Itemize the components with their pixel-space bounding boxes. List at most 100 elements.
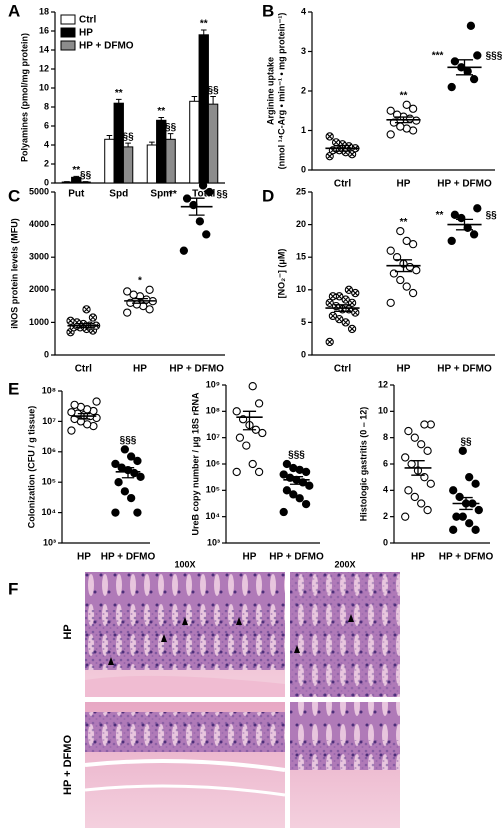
data-point	[386, 298, 395, 307]
significance-label: §§§	[120, 435, 137, 446]
data-point	[248, 459, 257, 469]
data-point	[347, 150, 357, 159]
y-tick-label: 10⁷	[206, 432, 220, 442]
error-bar	[132, 297, 148, 304]
y-tick-label: 25	[296, 186, 306, 196]
data-point	[145, 285, 154, 294]
data-point	[402, 282, 411, 291]
data-point	[282, 486, 292, 495]
x-tick-label: Spm	[150, 189, 172, 200]
y-axis-title: [NO₂⁻] (μM)	[276, 249, 286, 299]
data-point	[76, 402, 86, 412]
x-tick-label: Put	[68, 189, 85, 200]
significance-label: §§§	[486, 50, 503, 61]
data-point	[351, 288, 360, 298]
data-point	[305, 481, 314, 490]
y-tick-label: 10⁸	[206, 406, 220, 416]
data-point	[463, 67, 472, 76]
x-tick-label: Ctrl	[334, 179, 351, 190]
significance-label: **	[400, 217, 408, 228]
y-tick-label: 4	[383, 485, 388, 495]
significance-label: §§§	[288, 450, 305, 461]
y-tick-label: 10	[378, 406, 388, 416]
data-point	[471, 525, 480, 534]
y-axis-title: Histologic gastritis (0 – 12)	[358, 407, 368, 522]
significance-label: **	[157, 106, 165, 117]
significance-label: **	[436, 210, 444, 221]
data-point	[295, 494, 304, 503]
data-point	[136, 472, 145, 481]
data-point	[386, 106, 395, 115]
y-tick-label: 10⁷	[42, 416, 56, 426]
y-axis-title: Arginine uptake	[265, 57, 275, 125]
y-tick-label: 14	[39, 44, 49, 54]
data-point	[129, 290, 138, 299]
data-point	[88, 313, 98, 322]
x-tick-label: HP + DFMO	[439, 552, 494, 563]
data-point	[67, 408, 76, 417]
y-tick-label: 18	[39, 6, 49, 16]
error-bar	[394, 116, 413, 124]
significance-label: §§	[217, 189, 229, 200]
y-tick-label: 10³	[207, 537, 220, 547]
y-tick-label: 10⁴	[206, 511, 220, 521]
data-point	[449, 486, 458, 495]
bar	[113, 102, 124, 184]
data-point	[289, 463, 298, 473]
error-bar	[289, 476, 304, 485]
data-point	[179, 246, 189, 255]
error-bar	[394, 259, 413, 273]
data-point	[412, 266, 421, 275]
y-tick-label: 5000	[29, 186, 49, 196]
y-tick-label: 2	[301, 85, 306, 95]
y-tick-label: 2	[44, 158, 49, 168]
panel-label: C	[8, 186, 20, 205]
y-tick-label: 3000	[29, 252, 49, 262]
data-point	[189, 200, 198, 210]
x-tick-label: HP	[397, 364, 411, 375]
significance-label: §§	[123, 132, 135, 143]
data-point	[114, 478, 123, 487]
x-tick-label: HP	[411, 552, 425, 563]
data-point	[473, 204, 482, 213]
error-bar	[191, 96, 198, 102]
bar	[61, 181, 73, 184]
data-point	[67, 426, 76, 435]
y-tick-label: 10	[296, 284, 306, 294]
y-tick-label: 10	[39, 82, 49, 92]
data-point	[123, 308, 132, 317]
data-point	[396, 275, 405, 285]
data-point	[133, 456, 142, 466]
bar	[104, 138, 115, 184]
error-bar	[158, 116, 165, 121]
data-point	[205, 187, 214, 197]
x-tick-label: HP	[77, 552, 91, 563]
legend-swatch	[60, 14, 76, 25]
data-point	[242, 441, 251, 450]
data-point	[325, 152, 334, 161]
y-tick-label: 10⁵	[206, 485, 220, 495]
significance-label: **	[72, 165, 80, 176]
x-tick-label: Spd	[109, 189, 128, 200]
data-point	[447, 236, 456, 246]
data-point	[466, 21, 476, 30]
data-point	[386, 130, 395, 139]
data-point	[82, 305, 91, 314]
data-point	[344, 285, 354, 294]
data-point	[111, 459, 120, 469]
y-tick-label: 2000	[29, 284, 49, 294]
y-tick-label: 5	[301, 317, 306, 327]
data-point	[279, 470, 288, 479]
significance-label: **	[169, 189, 177, 200]
x-tick-label: HP + DFMO	[169, 364, 224, 375]
histology-panel: F 100X 200X HP HP + DFMO	[8, 559, 400, 828]
data-point	[347, 324, 357, 334]
x-tick-label: Total	[192, 189, 215, 200]
data-point	[341, 318, 350, 327]
data-point	[254, 467, 264, 477]
y-tick-label: 10⁶	[42, 446, 56, 456]
significance-label: *	[138, 275, 142, 286]
micrograph	[290, 702, 400, 828]
data-point	[410, 492, 419, 502]
data-point	[92, 397, 101, 406]
